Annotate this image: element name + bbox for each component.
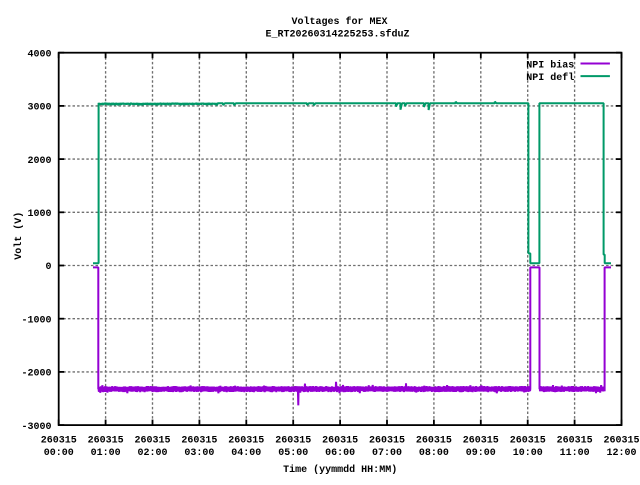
svg-text:05:00: 05:00 bbox=[278, 448, 308, 459]
svg-text:NPI bias: NPI bias bbox=[526, 59, 574, 71]
svg-text:00:00: 00:00 bbox=[44, 448, 74, 459]
svg-text:260315: 260315 bbox=[416, 436, 452, 447]
svg-text:1000: 1000 bbox=[27, 209, 51, 220]
svg-text:260315: 260315 bbox=[369, 436, 405, 447]
svg-text:0: 0 bbox=[45, 262, 51, 273]
svg-text:-3000: -3000 bbox=[21, 422, 51, 433]
svg-text:4000: 4000 bbox=[27, 49, 51, 60]
svg-text:10:00: 10:00 bbox=[513, 448, 543, 459]
svg-text:260315: 260315 bbox=[557, 436, 593, 447]
svg-text:E_RT20260314225253.sfduZ: E_RT20260314225253.sfduZ bbox=[265, 28, 409, 40]
svg-text:260315: 260315 bbox=[463, 436, 499, 447]
svg-text:07:00: 07:00 bbox=[372, 448, 402, 459]
svg-text:260315: 260315 bbox=[181, 436, 217, 447]
svg-text:11:00: 11:00 bbox=[560, 448, 590, 459]
svg-text:08:00: 08:00 bbox=[419, 448, 449, 459]
svg-text:260315: 260315 bbox=[322, 436, 358, 447]
svg-text:-2000: -2000 bbox=[21, 369, 51, 380]
svg-text:01:00: 01:00 bbox=[91, 448, 121, 459]
svg-text:260315: 260315 bbox=[134, 436, 170, 447]
svg-text:260315: 260315 bbox=[510, 436, 546, 447]
svg-text:Volt (V): Volt (V) bbox=[13, 212, 25, 260]
svg-text:260315: 260315 bbox=[88, 436, 124, 447]
svg-text:3000: 3000 bbox=[27, 103, 51, 114]
svg-text:260315: 260315 bbox=[228, 436, 264, 447]
svg-text:12:00: 12:00 bbox=[606, 448, 636, 459]
svg-text:-1000: -1000 bbox=[21, 315, 51, 326]
svg-text:260315: 260315 bbox=[41, 436, 77, 447]
svg-text:NPI defl: NPI defl bbox=[526, 72, 574, 84]
svg-text:2000: 2000 bbox=[27, 156, 51, 167]
svg-text:02:00: 02:00 bbox=[137, 448, 167, 459]
svg-text:04:00: 04:00 bbox=[231, 448, 261, 459]
svg-text:260315: 260315 bbox=[603, 436, 639, 447]
svg-text:03:00: 03:00 bbox=[184, 448, 214, 459]
svg-text:Voltages for MEX: Voltages for MEX bbox=[291, 16, 387, 28]
svg-text:260315: 260315 bbox=[275, 436, 311, 447]
svg-text:06:00: 06:00 bbox=[325, 448, 355, 459]
svg-text:09:00: 09:00 bbox=[466, 448, 496, 459]
svg-text:Time (yymmdd HH:MM): Time (yymmdd HH:MM) bbox=[283, 464, 397, 476]
